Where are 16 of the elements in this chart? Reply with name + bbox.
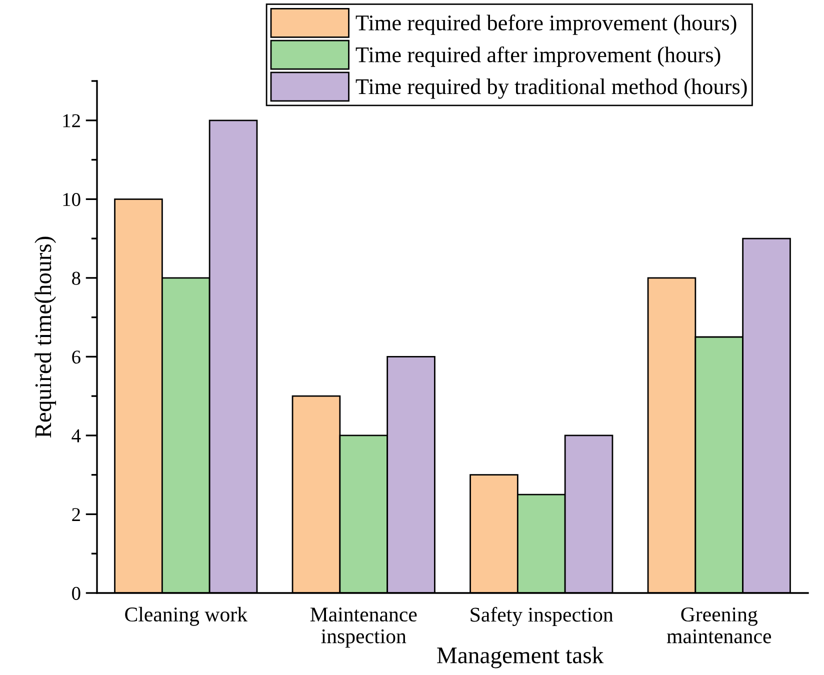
y-tick-label: 12 xyxy=(63,114,80,128)
x-tick-label: Greening maintenance xyxy=(666,607,772,644)
y-tick-label: 6 xyxy=(72,350,80,364)
legend-label: Time required after improvement (hours) xyxy=(356,46,720,67)
y-tick-label: 2 xyxy=(72,508,80,521)
y-axis-title: Required time(hours) xyxy=(34,236,56,438)
y-tick-label: 10 xyxy=(63,192,80,206)
x-tick-label: Cleaning work xyxy=(125,606,248,626)
x-axis-title: Management task xyxy=(437,646,604,668)
legend-label: Time required by traditional method (hours) xyxy=(356,78,747,99)
y-tick-label: 4 xyxy=(72,429,81,442)
x-tick-label: Safety inspection xyxy=(470,606,614,626)
y-tick-label: 0 xyxy=(72,586,80,600)
legend-label: Time required before improvement (hours) xyxy=(356,14,736,35)
y-tick-label: 8 xyxy=(72,272,80,285)
x-tick-label: Maintenance inspection xyxy=(310,608,417,648)
